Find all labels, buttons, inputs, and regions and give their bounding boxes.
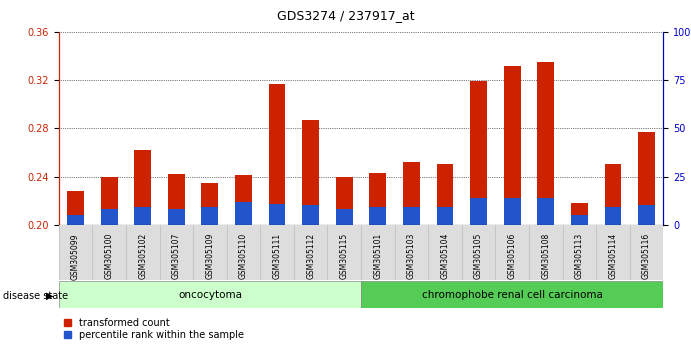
Bar bbox=[269, 204, 285, 225]
Bar bbox=[361, 281, 663, 308]
Bar bbox=[202, 183, 218, 225]
Text: GSM305103: GSM305103 bbox=[407, 233, 416, 279]
Bar bbox=[134, 150, 151, 225]
Bar bbox=[504, 198, 520, 225]
Bar bbox=[336, 177, 352, 225]
Text: GSM305116: GSM305116 bbox=[642, 233, 651, 279]
Text: GDS3274 / 237917_at: GDS3274 / 237917_at bbox=[276, 9, 415, 22]
Text: ▶: ▶ bbox=[46, 291, 54, 301]
Bar bbox=[605, 165, 621, 225]
Bar bbox=[470, 198, 487, 225]
Text: GSM305110: GSM305110 bbox=[239, 233, 248, 279]
Text: disease state: disease state bbox=[3, 291, 68, 301]
Bar bbox=[67, 215, 84, 225]
Bar bbox=[470, 81, 487, 225]
Bar bbox=[437, 165, 453, 225]
Bar bbox=[504, 65, 520, 225]
Text: GSM305109: GSM305109 bbox=[205, 233, 214, 279]
Bar bbox=[403, 207, 420, 225]
Text: chromophobe renal cell carcinoma: chromophobe renal cell carcinoma bbox=[422, 290, 603, 300]
Bar bbox=[638, 132, 655, 225]
Bar bbox=[168, 209, 184, 225]
Text: GSM305112: GSM305112 bbox=[306, 233, 315, 279]
Text: GSM305113: GSM305113 bbox=[575, 233, 584, 279]
Text: GSM305104: GSM305104 bbox=[441, 233, 450, 279]
Text: GSM305108: GSM305108 bbox=[541, 233, 550, 279]
Bar bbox=[168, 174, 184, 225]
Bar bbox=[235, 175, 252, 225]
Text: GSM305100: GSM305100 bbox=[104, 233, 113, 279]
Bar bbox=[235, 202, 252, 225]
Text: GSM305111: GSM305111 bbox=[272, 233, 281, 279]
Bar bbox=[605, 207, 621, 225]
Bar bbox=[370, 173, 386, 225]
Bar bbox=[403, 162, 420, 225]
Legend: transformed count, percentile rank within the sample: transformed count, percentile rank withi… bbox=[64, 318, 244, 340]
Bar bbox=[336, 209, 352, 225]
Bar bbox=[437, 207, 453, 225]
Bar bbox=[269, 84, 285, 225]
Text: GSM305105: GSM305105 bbox=[474, 233, 483, 279]
Text: GSM305101: GSM305101 bbox=[373, 233, 382, 279]
Bar bbox=[101, 177, 117, 225]
Text: GSM305106: GSM305106 bbox=[508, 233, 517, 279]
Bar bbox=[571, 203, 588, 225]
Bar bbox=[638, 205, 655, 225]
Bar bbox=[571, 215, 588, 225]
Bar bbox=[538, 62, 554, 225]
Text: GSM305114: GSM305114 bbox=[609, 233, 618, 279]
Text: GSM305115: GSM305115 bbox=[340, 233, 349, 279]
Bar bbox=[134, 207, 151, 225]
Bar bbox=[59, 281, 361, 308]
Text: GSM305102: GSM305102 bbox=[138, 233, 147, 279]
Bar bbox=[370, 207, 386, 225]
Bar bbox=[538, 198, 554, 225]
Bar bbox=[67, 191, 84, 225]
Bar bbox=[302, 120, 319, 225]
Text: GSM305099: GSM305099 bbox=[71, 233, 80, 280]
Text: oncocytoma: oncocytoma bbox=[178, 290, 242, 300]
Text: GSM305107: GSM305107 bbox=[172, 233, 181, 279]
Bar bbox=[101, 209, 117, 225]
Bar bbox=[202, 207, 218, 225]
Bar bbox=[302, 205, 319, 225]
